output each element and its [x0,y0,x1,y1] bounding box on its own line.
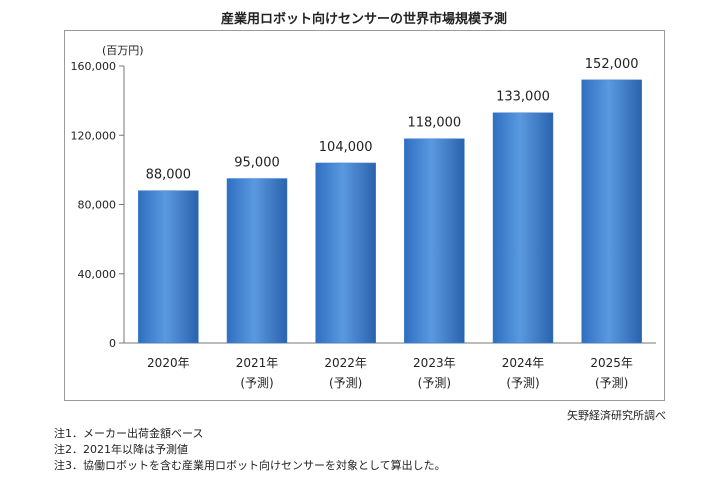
y-tick-label: 120,000 [71,129,117,142]
bar [226,178,288,344]
y-tick-label: 0 [109,337,116,350]
data-label: 152,000 [585,57,639,72]
data-label: 104,000 [319,140,373,155]
footnote-3: 注3．協働ロボットを含む産業用ロボット向けセンサーを対象として算出した。 [54,459,446,472]
footnote-2: 注2．2021年以降は予測値 [54,443,188,456]
footnote-1: 注1．メーカー出荷金額ベース [54,427,204,440]
chart-frame [64,30,665,401]
bar [138,190,199,344]
y-axis-unit: (百万円) [102,44,144,57]
x-tick-sublabel: (予測) [329,376,362,390]
x-tick-label: 2024年 [502,356,545,370]
bar [404,138,465,344]
data-label: 95,000 [234,156,280,171]
y-tick-label: 160,000 [71,60,117,73]
data-label: 118,000 [407,116,461,131]
data-label: 133,000 [496,90,550,105]
x-tick-label: 2022年 [324,356,367,370]
x-tick-label: 2023年 [413,356,456,370]
x-tick-sublabel: (予測) [595,376,628,390]
x-tick-sublabel: (予測) [418,376,451,390]
footnotes: 注1．メーカー出荷金額ベース 注2．2021年以降は予測値 注3．協働ロボットを… [54,426,446,474]
x-tick-label: 2020年 [147,356,190,370]
x-tick-sublabel: (予測) [240,376,273,390]
bar [581,79,642,344]
y-tick-label: 80,000 [78,199,117,212]
x-tick-label: 2021年 [236,356,279,370]
data-label: 88,000 [146,168,192,183]
x-tick-sublabel: (予測) [506,376,539,390]
bar [315,162,376,344]
source-note: 矢野経済研究所調べ [567,409,666,422]
bar [492,112,554,344]
y-tick-label: 40,000 [78,268,117,281]
chart-title: 産業用ロボット向けセンサーの世界市場規模予測 [220,12,507,27]
x-tick-label: 2025年 [590,356,633,370]
